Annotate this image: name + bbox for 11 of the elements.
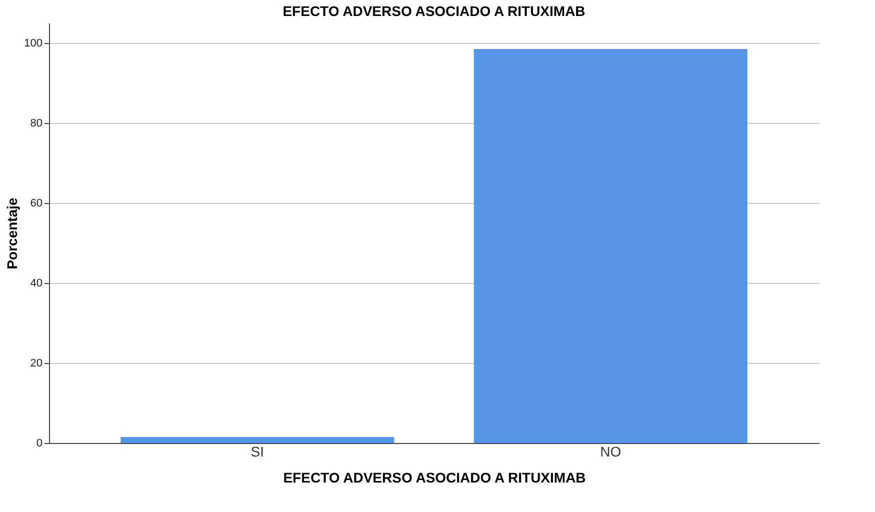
x-tick-label: NO bbox=[600, 444, 622, 460]
x-axis-title: EFECTO ADVERSO ASOCIADO A RITUXIMAB bbox=[283, 470, 586, 486]
y-axis-title: Porcentaje bbox=[4, 197, 20, 270]
y-tick-label: 20 bbox=[30, 358, 42, 370]
y-tick-label: 40 bbox=[30, 278, 42, 290]
chart-title: EFECTO ADVERSO ASOCIADO A RITUXIMAB bbox=[282, 3, 586, 19]
y-tick-label: 60 bbox=[30, 198, 42, 210]
y-tick-label: 100 bbox=[24, 38, 42, 50]
x-tick-label: SI bbox=[250, 444, 264, 460]
y-tick-label: 80 bbox=[30, 118, 42, 130]
y-tick-label: 0 bbox=[36, 438, 42, 450]
